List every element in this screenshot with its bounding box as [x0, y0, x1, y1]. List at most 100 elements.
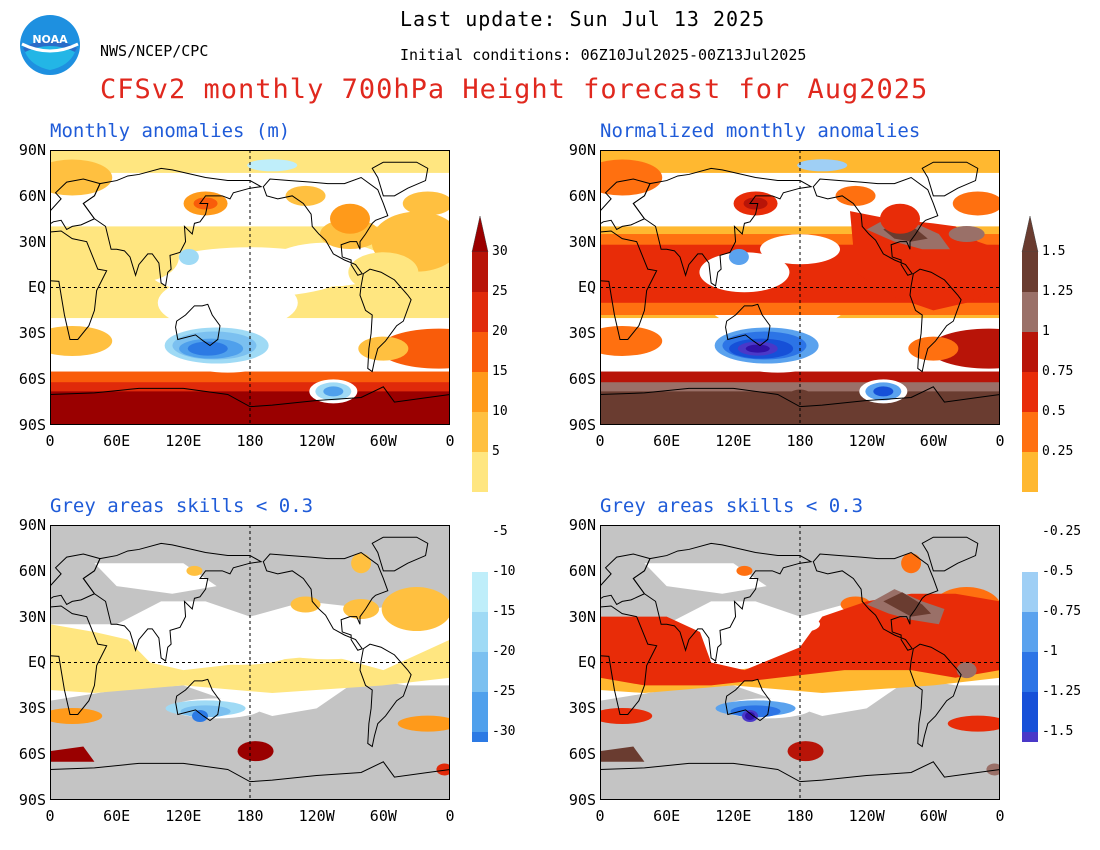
anomaly-region	[102, 195, 132, 211]
colorbar-label: 0.75	[1042, 364, 1073, 379]
anomaly-region	[99, 232, 179, 282]
anomaly-region	[179, 249, 199, 265]
anomaly-region	[873, 386, 893, 396]
colorbar-top-arrow	[1022, 216, 1038, 252]
anomaly-region	[729, 249, 749, 265]
lat-label: 60N	[2, 187, 46, 205]
lat-label: EQ	[552, 278, 596, 296]
lat-label: 90N	[2, 141, 46, 159]
colorbar-label: 1.25	[1042, 284, 1073, 299]
noaa-logo: NOAA	[19, 14, 81, 76]
map-panel-masked-normalized	[600, 525, 1000, 800]
lat-label: 30N	[552, 608, 596, 626]
lon-label: 0	[575, 432, 625, 450]
lon-label: 120E	[708, 807, 758, 825]
lon-label: 120W	[292, 432, 342, 450]
colorbar-segment	[472, 372, 488, 412]
colorbar-segment	[1022, 332, 1038, 372]
lon-label: 180	[225, 432, 275, 450]
lon-label: 0	[975, 807, 1025, 825]
lat-label: 60S	[2, 370, 46, 388]
lon-label: 0	[575, 807, 625, 825]
colorbar-label: -0.75	[1042, 604, 1081, 619]
lon-label: 180	[225, 807, 275, 825]
colorbar-segment	[472, 732, 488, 742]
anomaly-region	[189, 645, 289, 665]
colorbar-label: -1.5	[1042, 724, 1073, 739]
anomaly-region	[351, 553, 371, 573]
anomaly-region	[158, 275, 298, 331]
colorbar-segment	[1022, 492, 1038, 532]
lat-label: 30S	[552, 699, 596, 717]
lat-label: 60S	[552, 370, 596, 388]
lat-label: 90N	[2, 516, 46, 534]
lat-label: EQ	[2, 653, 46, 671]
colorbar-segment	[472, 612, 488, 652]
colorbar-label: 25	[492, 284, 508, 299]
last-update-text: Last update: Sun Jul 13 2025	[400, 7, 765, 31]
anomaly-region	[358, 337, 408, 361]
colorbar-label: -30	[492, 724, 515, 739]
lon-label: 60E	[92, 807, 142, 825]
colorbar-segment	[472, 692, 488, 732]
colorbar-segment	[1022, 292, 1038, 332]
anomaly-region	[247, 159, 297, 171]
lon-label: 60E	[642, 432, 692, 450]
lat-label: 30N	[2, 233, 46, 251]
anomaly-region	[736, 566, 752, 576]
anomaly-region	[348, 252, 418, 292]
lat-label: 60N	[552, 562, 596, 580]
map-panel-monthly-anomalies	[50, 150, 450, 425]
colorbar-segment	[472, 572, 488, 612]
lon-label: 0	[975, 432, 1025, 450]
lat-label: EQ	[552, 653, 596, 671]
lat-label: 30S	[552, 324, 596, 342]
colorbar-segment	[472, 652, 488, 692]
lon-label: 180	[775, 432, 825, 450]
lat-label: 60N	[552, 187, 596, 205]
anomaly-region	[957, 662, 977, 678]
agency-text: NWS/NCEP/CPC	[100, 42, 208, 60]
lon-label: 0	[425, 432, 475, 450]
colorbar-segment	[1022, 532, 1038, 572]
colorbar-label: 5	[492, 444, 500, 459]
lon-label: 0	[25, 807, 75, 825]
panel-title-skill-mask-right: Grey areas skills < 0.3	[600, 495, 863, 517]
colorbar-label: -1	[1042, 644, 1058, 659]
anomaly-region	[238, 741, 274, 761]
anomaly-region	[746, 345, 770, 353]
colorbar-segment	[1022, 572, 1038, 612]
colorbar-label: -20	[492, 644, 515, 659]
anomaly-region	[330, 204, 370, 234]
colorbar-segment	[1022, 692, 1038, 732]
colorbar-label: 10	[492, 404, 508, 419]
colorbar-label: -0.5	[1042, 564, 1073, 579]
lon-label: 180	[775, 807, 825, 825]
anomaly-region	[323, 386, 343, 396]
colorbar-segment	[1022, 412, 1038, 452]
anomaly-region	[652, 195, 682, 211]
colorbar-label: -25	[492, 684, 515, 699]
lat-label: 60S	[2, 745, 46, 763]
lon-label: 120W	[842, 432, 892, 450]
anomaly-region	[797, 159, 847, 171]
colorbar-label: -15	[492, 604, 515, 619]
colorbar-label: -5	[492, 524, 508, 539]
anomaly-region	[908, 337, 958, 361]
colorbar-segment	[472, 292, 488, 332]
anomaly-region	[901, 553, 921, 573]
lat-label: 60S	[552, 745, 596, 763]
colorbar-segment	[472, 252, 488, 292]
lon-label: 60E	[92, 432, 142, 450]
colorbar-segment	[1022, 732, 1038, 742]
lat-label: 30N	[552, 233, 596, 251]
main-title: CFSv2 monthly 700hPa Height forecast for…	[100, 74, 928, 105]
lon-label: 60W	[908, 807, 958, 825]
lon-label: 120W	[292, 807, 342, 825]
lat-label: 90N	[552, 141, 596, 159]
lon-label: 120E	[708, 432, 758, 450]
lon-label: 60W	[358, 807, 408, 825]
anomaly-region	[788, 741, 824, 761]
colorbar-segment	[1022, 612, 1038, 652]
colorbar-label: 1.5	[1042, 244, 1065, 259]
